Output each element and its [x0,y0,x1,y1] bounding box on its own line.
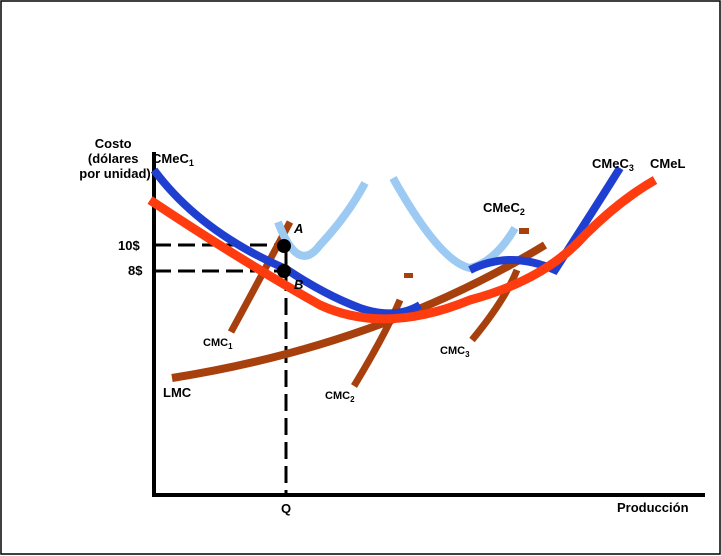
x-tick-q: Q [281,501,291,516]
cmec2-curve-right [389,176,519,273]
cmc2-curve [351,298,404,388]
lmc-label: LMC [163,385,192,400]
cmec3-label: CMeC3 [592,156,634,173]
y-tick-10: 10$ [118,238,140,253]
cmel-label: CMeL [650,156,685,171]
point-a [277,239,291,253]
lmc-curve [171,241,548,382]
cmc2-label: CMC2 [325,390,355,404]
cmc1-label: CMC1 [203,337,233,351]
cmec2-label: CMeC2 [483,200,525,217]
cmc3-label: CMC3 [440,345,470,359]
x-axis-label: Producción [617,500,689,515]
cmec1-curve [150,167,423,318]
cmc3-fragment [519,228,529,234]
cmel-curve [147,176,658,324]
y-axis-label: Costo (dólares por unidad) [79,136,151,181]
cmc3-curve [469,268,521,343]
cmec1-label: CMeC1 [152,151,194,168]
y-tick-8: 8$ [128,263,143,278]
point-b-label: B [294,277,303,292]
cmc2-fragment [404,273,413,278]
point-a-label: A [293,221,303,236]
point-b [277,264,291,278]
cmec3-curve [468,165,624,276]
